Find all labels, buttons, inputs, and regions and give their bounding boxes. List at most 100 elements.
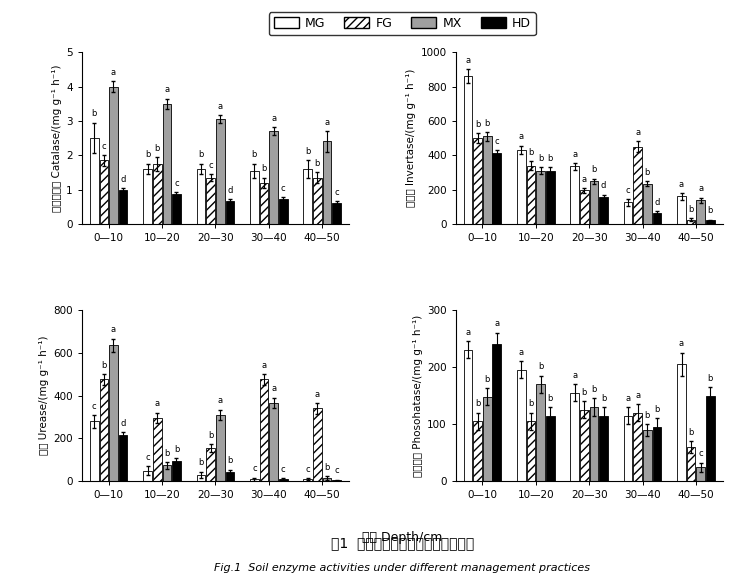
Text: a: a [494, 320, 499, 328]
Text: a: a [519, 132, 524, 142]
Bar [589, 182, 598, 224]
Bar [143, 169, 152, 224]
Bar [323, 478, 332, 481]
Bar [599, 416, 608, 481]
Text: a: a [218, 396, 223, 405]
Text: b: b [528, 148, 533, 157]
Bar [118, 435, 127, 481]
Text: d: d [121, 419, 126, 427]
Bar [483, 397, 492, 481]
Bar [172, 461, 181, 481]
Bar [279, 479, 288, 481]
Text: b: b [164, 449, 170, 458]
Text: c: c [92, 401, 97, 411]
Text: c: c [209, 161, 213, 170]
Bar [536, 384, 545, 481]
Text: a: a [679, 339, 684, 349]
Text: c: c [145, 453, 150, 462]
Bar [687, 220, 696, 224]
Bar [269, 403, 278, 481]
Legend: MG, FG, MX, HD: MG, FG, MX, HD [269, 12, 536, 35]
Bar [323, 142, 332, 224]
Text: b: b [145, 150, 150, 160]
Text: a: a [271, 385, 276, 393]
Bar [492, 154, 501, 224]
Text: b: b [314, 159, 320, 168]
Text: c: c [174, 179, 179, 188]
Bar [643, 430, 652, 481]
Bar [463, 76, 472, 224]
Bar [197, 475, 206, 481]
Bar [536, 171, 545, 224]
Text: c: c [281, 465, 285, 474]
Bar [206, 448, 215, 481]
Text: b: b [261, 164, 267, 173]
Text: a: a [466, 328, 471, 337]
Text: a: a [572, 150, 577, 159]
Bar [109, 345, 118, 481]
Text: b: b [601, 394, 606, 403]
Bar [653, 213, 662, 224]
Text: b: b [484, 375, 490, 384]
Text: a: a [111, 325, 116, 335]
Text: a: a [679, 180, 684, 189]
Text: c: c [335, 466, 339, 476]
Bar [143, 470, 152, 481]
Text: a: a [572, 371, 577, 380]
Text: b: b [324, 463, 330, 472]
Text: a: a [165, 85, 169, 95]
Bar [279, 199, 288, 224]
Bar [677, 364, 686, 481]
Text: b: b [582, 388, 587, 397]
Bar [162, 104, 171, 224]
Bar [153, 164, 162, 224]
Text: b: b [154, 144, 160, 153]
Bar [687, 447, 696, 481]
Text: b: b [592, 385, 597, 394]
Bar [527, 421, 536, 481]
Bar [100, 160, 108, 224]
Bar [697, 467, 705, 481]
Bar [697, 200, 705, 224]
Text: b: b [548, 394, 553, 403]
Bar [653, 427, 662, 481]
Bar [580, 190, 589, 224]
Text: a: a [111, 68, 116, 77]
Bar [571, 393, 579, 481]
Text: d: d [121, 175, 126, 183]
Bar [250, 479, 259, 481]
Bar [100, 379, 108, 481]
Bar [197, 169, 206, 224]
Bar [172, 194, 181, 224]
Text: d: d [227, 186, 232, 194]
Bar [332, 480, 341, 481]
Text: b: b [305, 147, 311, 156]
Text: b: b [592, 165, 597, 175]
Y-axis label: 脈酶 Urease/(mg g⁻¹ h⁻¹): 脈酶 Urease/(mg g⁻¹ h⁻¹) [39, 336, 49, 455]
Text: a: a [626, 394, 631, 403]
Bar [624, 416, 633, 481]
Text: a: a [698, 184, 703, 193]
Text: b: b [475, 400, 481, 408]
Text: c: c [495, 137, 499, 146]
Bar [473, 421, 482, 481]
Bar [706, 396, 714, 481]
Text: b: b [475, 119, 481, 129]
Text: a: a [635, 128, 640, 137]
Y-axis label: 蔗糖酶 Invertase/(mg g⁻¹ h⁻¹): 蔗糖酶 Invertase/(mg g⁻¹ h⁻¹) [406, 69, 416, 207]
Bar [571, 166, 579, 224]
Text: b: b [528, 400, 533, 408]
Bar [599, 197, 608, 224]
Text: b: b [101, 361, 107, 370]
Text: c: c [699, 450, 703, 458]
Bar [109, 86, 118, 224]
Text: b: b [227, 456, 232, 465]
Bar [162, 465, 171, 481]
Text: d: d [654, 198, 659, 206]
Bar [677, 197, 686, 224]
Bar [313, 408, 322, 481]
Text: c: c [281, 184, 285, 193]
Text: b: b [538, 154, 543, 163]
Text: b: b [644, 168, 650, 177]
Bar [624, 202, 633, 224]
